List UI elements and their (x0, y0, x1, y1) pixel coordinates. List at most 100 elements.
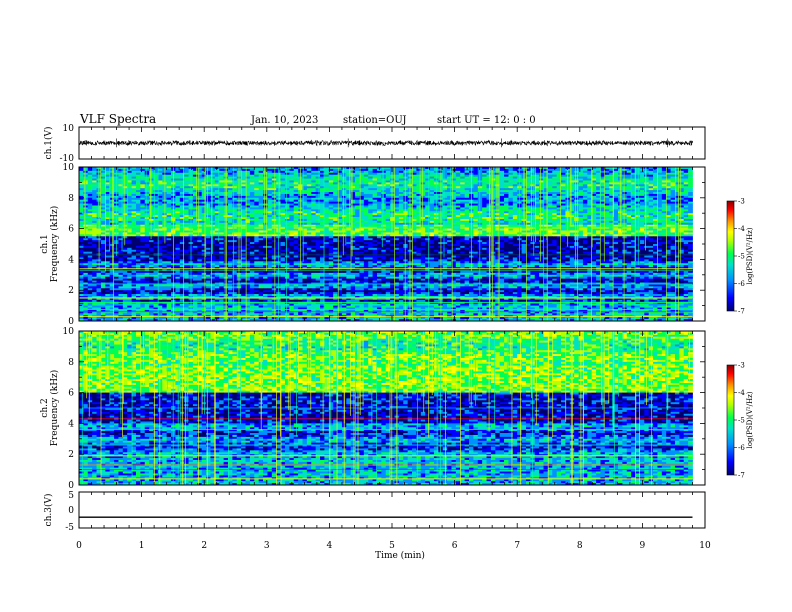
spectrogram-cell (482, 167, 487, 170)
spectrogram-cell (350, 232, 356, 235)
spectrogram-cell (263, 203, 268, 206)
spectrogram-cell (596, 195, 601, 199)
spectrogram-cell (499, 222, 505, 226)
spectrogram-cell (324, 226, 330, 230)
spectrogram-cell (118, 168, 124, 172)
spectrogram-cell (657, 199, 663, 203)
spectrogram-cell (525, 168, 531, 172)
spectrogram-cell (258, 211, 264, 214)
spectrogram-cell (258, 182, 264, 185)
spectrogram-cell (254, 170, 260, 174)
spectrogram-cell (464, 176, 470, 179)
spectrogram-cell (227, 186, 233, 189)
spectrogram-cell (661, 197, 667, 201)
spectrogram-cell (363, 186, 369, 189)
spectrogram-cell (425, 228, 430, 231)
spectrogram-cell (556, 224, 562, 228)
spectrogram-cell (525, 217, 531, 220)
spectrogram-cell (666, 172, 671, 176)
spectrogram-cell (306, 190, 312, 193)
spectrogram-cell (639, 172, 645, 176)
spectrogram-cell (241, 205, 246, 208)
spectrogram-cell (214, 228, 220, 231)
spectrogram-cell (214, 168, 220, 172)
spectrogram-cell (561, 180, 566, 183)
spectrogram-cell (289, 218, 295, 222)
spectrogram-cell (149, 199, 154, 203)
spectrogram-cell (661, 207, 667, 210)
spectrogram-cell (591, 199, 597, 203)
spectrogram-cell (578, 192, 584, 195)
spectrogram-cell (337, 209, 343, 212)
spectrogram-cell (495, 209, 501, 212)
spectrogram-cell (324, 172, 330, 176)
spectrogram-cell (495, 182, 501, 185)
spectrogram-cell (385, 182, 391, 185)
spectrogram-cell (118, 170, 124, 174)
spectrogram-cell (227, 209, 233, 212)
spectrogram-cell (179, 201, 185, 204)
spectrogram-cell (473, 199, 479, 203)
spectrogram-cell (109, 193, 115, 197)
spectrogram-cell (118, 178, 124, 181)
spectrogram-cell (254, 205, 260, 208)
spectrogram-cell (530, 232, 536, 235)
spectrogram-cell (214, 222, 220, 226)
spectrogram-cell (451, 168, 457, 172)
spectrogram-cell (451, 232, 457, 235)
spectrogram-cell (258, 234, 264, 237)
spectrogram-cell (179, 211, 185, 214)
spectrogram-cell (302, 188, 308, 191)
spectrogram-cell (486, 224, 492, 228)
spectrogram-cell (328, 188, 334, 191)
spectrogram-cell (613, 215, 619, 218)
spectrogram-cell (482, 228, 487, 231)
spectrogram-cell (135, 201, 141, 204)
spectrogram-cell (381, 234, 387, 237)
spectrogram-cell (385, 218, 391, 222)
spectrogram-cell (232, 184, 238, 187)
spectrogram-cell (451, 222, 457, 226)
spectrogram-cell (539, 230, 544, 233)
spectrogram-cell (381, 218, 387, 222)
spectrogram-cell (153, 222, 159, 226)
spectrogram-cell (504, 180, 509, 183)
spectrogram-cell (197, 190, 203, 193)
spectrogram-cell (122, 193, 128, 197)
spectrogram-cell (508, 211, 514, 214)
spectrogram-cell (206, 218, 211, 222)
spectrogram-cell (372, 201, 378, 204)
spectrogram-cell (284, 192, 290, 195)
spectrogram-cell (569, 176, 575, 179)
spectrogram-cell (447, 176, 452, 179)
spectrogram-cell (302, 230, 308, 233)
spectrogram-cell (144, 213, 150, 216)
spectrogram-cell (355, 167, 360, 170)
spectrogram-cell (561, 192, 566, 195)
spectrogram-cell (87, 217, 93, 220)
spectrogram-cell (92, 234, 97, 237)
spectrogram-cell (197, 217, 203, 220)
spectrogram-cell (609, 215, 614, 218)
spectrogram-cell (455, 168, 461, 172)
spectrogram-cell (144, 205, 150, 208)
spectrogram-cell (153, 201, 159, 204)
spectrogram-cell (425, 168, 430, 172)
spectrogram-cell (249, 226, 255, 230)
spectrogram-cell (433, 226, 439, 230)
spectrogram-cell (355, 224, 360, 228)
spectrogram-cell (626, 199, 632, 203)
spectrogram-cell (653, 188, 658, 191)
spectrogram-cell (149, 213, 154, 216)
spectrogram-cell (315, 182, 321, 185)
spectrogram-cell (131, 228, 137, 231)
spectrogram-cell (254, 195, 260, 199)
spectrogram-cell (674, 184, 680, 187)
spectrogram-cell (271, 192, 277, 195)
spectrogram-cell (670, 168, 676, 172)
spectrogram-cell (674, 213, 680, 216)
spectrogram-cell (666, 195, 671, 199)
ch1-waveform-ylabel: ch.1(V) (43, 127, 54, 160)
spectrogram-cell (639, 228, 645, 231)
spectrogram-cell (105, 193, 111, 197)
